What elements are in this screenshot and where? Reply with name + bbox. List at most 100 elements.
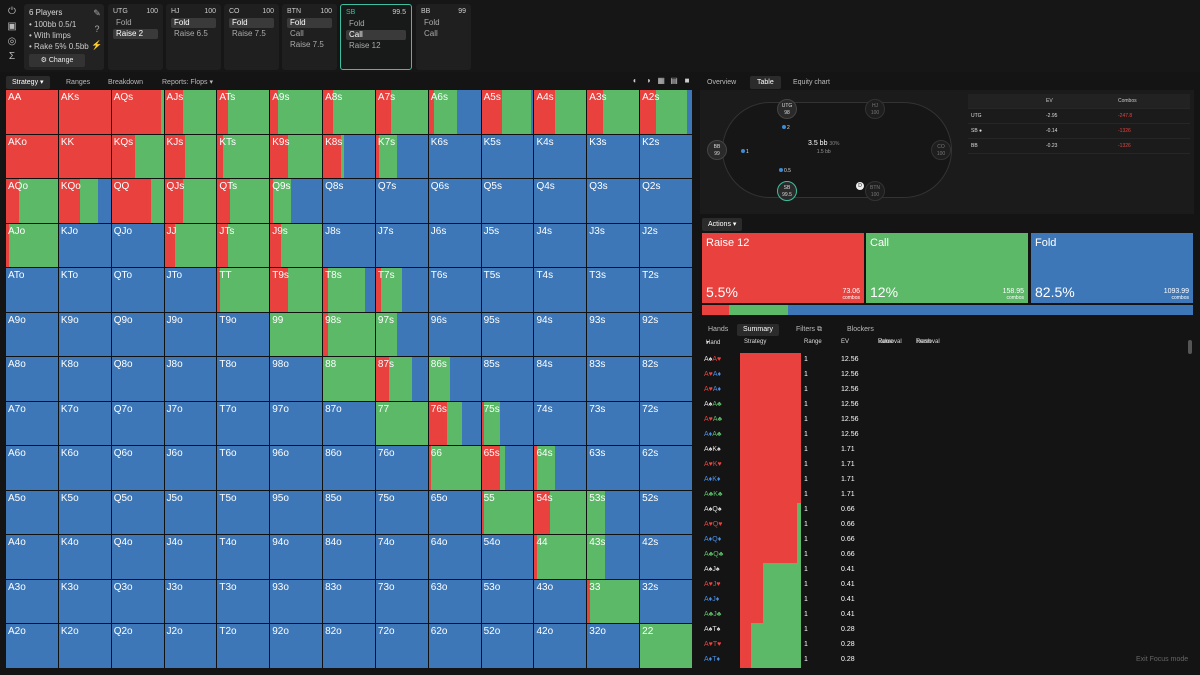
action-raise-box[interactable]: Raise 12 5.5% 73.06 combos [702,233,864,303]
hand-cell[interactable]: K4s [534,134,587,179]
seat-action[interactable]: Raise 7.5 [290,40,324,49]
hand-row[interactable]: A♠J♠ 1 0.41 [702,563,1186,578]
hand-cell[interactable]: K8o [58,357,111,401]
hand-cell[interactable]: 82o [323,624,375,668]
hand-cell[interactable]: K3o [58,579,111,624]
hand-cell[interactable]: 93s [587,312,640,357]
hand-row[interactable]: A♥K♥ 1 1.71 [702,458,1186,473]
hand-cell[interactable]: 65o [428,490,481,535]
hand-cell[interactable]: T9s [270,268,323,312]
hand-cell[interactable]: A6o [6,446,58,490]
contrast-icon[interactable]: ◑ [645,76,651,85]
hand-cell[interactable]: 92o [270,624,323,668]
seat-action[interactable]: Fold [349,19,365,28]
hand-cell[interactable]: 74s [534,401,587,446]
hand-cell[interactable]: K3s [587,134,640,179]
seat-action[interactable]: Raise 12 [349,41,381,50]
hand-cell[interactable]: J4s [534,223,587,268]
power-icon[interactable]: ⏻ [8,6,16,17]
hand-cell[interactable]: T9o [217,312,270,357]
hand-cell[interactable]: 99 [270,312,323,357]
hand-cell[interactable]: 86o [323,446,375,490]
hand-cell[interactable]: J8s [323,223,375,268]
hand-row[interactable]: A♣K♣ 1 1.71 [702,488,1186,503]
hand-cell[interactable]: 33 [587,579,640,624]
hand-cell[interactable]: J8o [164,357,217,401]
hand-cell[interactable]: Q5o [111,490,164,535]
hand-cell[interactable]: KTs [217,134,270,179]
hand-cell[interactable]: J4o [164,535,217,579]
hand-cell[interactable]: T3o [217,579,270,624]
hand-cell[interactable]: A2o [6,624,58,668]
hand-cell[interactable]: 64s [534,446,587,490]
hand-cell[interactable]: 64o [428,535,481,579]
scrollbar[interactable] [1188,340,1192,354]
seat-btn[interactable]: BTN 100 Fold Call Raise 7.5 [282,4,337,70]
hand-cell[interactable]: 94s [534,312,587,357]
hand-cell[interactable]: J7s [375,223,428,268]
hand-cell[interactable]: 85o [323,490,375,535]
seat-action[interactable]: Raise 6.5 [174,29,208,38]
hand-cell[interactable]: T3s [587,268,640,312]
player-co[interactable]: CO 100 [931,140,951,160]
hand-cell[interactable]: 84s [534,357,587,401]
player-utg[interactable]: UTG 98 [777,99,797,119]
hand-cell[interactable]: J5s [481,223,534,268]
hand-cell[interactable]: 66 [428,446,481,490]
hand-cell[interactable]: QTs [217,179,270,223]
hand-cell[interactable]: 98s [323,312,375,357]
hand-cell[interactable]: K7s [375,134,428,179]
hand-cell[interactable]: 42s [640,535,692,579]
hand-cell[interactable]: 62s [640,446,692,490]
hand-cell[interactable]: QQ [111,179,164,223]
hand-cell[interactable]: 43o [534,579,587,624]
hand-cell[interactable]: Q8o [111,357,164,401]
hand-cell[interactable]: 52o [481,624,534,668]
grid-view-icon[interactable]: ▦ [657,76,665,85]
hand-cell[interactable]: AA [6,90,58,134]
hand-cell[interactable]: AJs [164,90,217,134]
hand-cell[interactable]: 75o [375,490,428,535]
hand-cell[interactable]: QJo [111,223,164,268]
hand-cell[interactable]: AQo [6,179,58,223]
seat-action[interactable]: Fold [171,18,216,28]
hand-cell[interactable]: K8s [323,134,375,179]
hand-cell[interactable]: Q5s [481,179,534,223]
hand-cell[interactable]: A6s [428,90,481,134]
hand-cell[interactable]: A7o [6,401,58,446]
hand-cell[interactable]: QTo [111,268,164,312]
tab-reports[interactable]: Reports: Flops ▾ [156,76,219,89]
hand-cell[interactable]: 87s [375,357,428,401]
seat-co[interactable]: CO 100 Fold Raise 7.5 [224,4,279,70]
hand-cell[interactable]: Q4s [534,179,587,223]
seat-action[interactable]: Call [424,29,438,38]
seat-action[interactable]: Call [290,29,304,38]
hand-cell[interactable]: K5o [58,490,111,535]
hand-row[interactable]: A♥T♥ 1 0.28 [702,638,1186,653]
hand-cell[interactable]: ATo [6,268,58,312]
hand-cell[interactable]: K4o [58,535,111,579]
hand-cell[interactable]: A8o [6,357,58,401]
tab-table[interactable]: Table [750,76,781,89]
hand-cell[interactable]: J7o [164,401,217,446]
hand-cell[interactable]: A3s [587,90,640,134]
hand-cell[interactable]: 85s [481,357,534,401]
hand-cell[interactable]: 52s [640,490,692,535]
hand-cell[interactable]: 95s [481,312,534,357]
sigma-icon[interactable]: Σ [8,51,16,62]
hand-cell[interactable]: 94o [270,535,323,579]
hand-cell[interactable]: T6s [428,268,481,312]
hand-cell[interactable]: 92s [640,312,692,357]
tab-strategy[interactable]: Strategy ▾ [6,76,50,89]
change-button[interactable]: ⚙ Change [29,54,85,67]
hand-cell[interactable]: 54s [534,490,587,535]
hand-cell[interactable]: K5s [481,134,534,179]
palette-icon[interactable]: ◐ [632,76,638,85]
hand-cell[interactable]: K9o [58,312,111,357]
hand-row[interactable]: A♠K♠ 1 1.71 [702,443,1186,458]
hand-cell[interactable]: 93o [270,579,323,624]
player-btn[interactable]: BTN 100 [865,181,885,201]
hand-cell[interactable]: 76s [428,401,481,446]
hand-row[interactable]: A♠A♣ 1 12.56 [702,398,1186,413]
hand-cell[interactable]: 86s [428,357,481,401]
